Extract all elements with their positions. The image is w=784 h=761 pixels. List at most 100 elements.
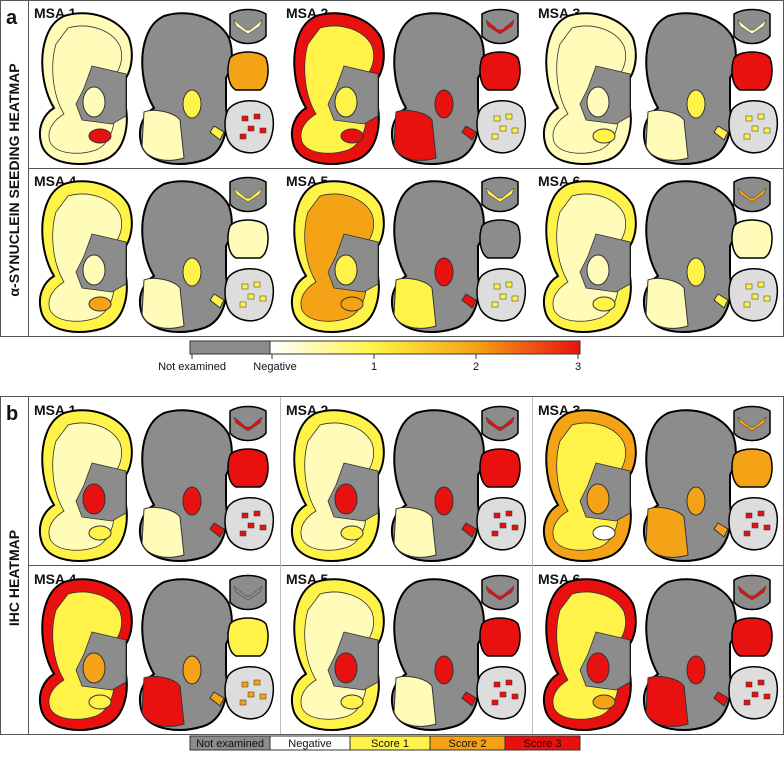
hemisphere [290,180,385,333]
cerebellum-spot [745,115,753,122]
hemisphere [390,12,485,165]
temporal [141,109,185,161]
panel-title: IHC HEATMAP [6,530,22,626]
panel-letter: a [6,7,18,29]
cerebellum-spot [241,681,249,688]
stripe [209,691,225,707]
putamen [686,486,706,516]
cerebellum-spot [253,113,261,120]
cerebellum-spot [493,115,501,122]
colorbar-label: 3 [575,361,581,373]
midbrain [733,405,771,442]
pons [479,51,521,91]
midbrain-stripe [233,416,263,432]
midbrain [733,574,771,611]
cerebellum-spot [511,524,519,531]
case-cell: MSA 6 [538,173,779,333]
midbrain-stripe [737,19,767,35]
midbrain-stripe [485,187,515,203]
stripe [461,125,477,141]
hippocampus [592,525,616,541]
pons [227,448,269,488]
putamen [586,483,610,515]
cerebellum-spot [253,281,261,288]
cerebellum-spot [239,530,247,537]
colorbar-ticks: 1 2 3 [371,354,581,373]
stripe [209,293,225,309]
brainstem [224,405,275,551]
cerebellum-spot [505,510,513,517]
cerebellum-spot [763,524,771,531]
case-cell: MSA 4 [34,571,275,731]
cerebellum-spot [239,133,247,140]
cerebellum-spot [757,113,765,120]
colorbar-swatch [189,340,271,355]
cerebellum-spot [499,293,507,300]
cerebellum-spot [743,133,751,140]
putamen [434,89,454,119]
midbrain-stripe [737,416,767,432]
cerebellum-spot [745,283,753,290]
case-cell: MSA 2 [286,402,527,562]
putamen [686,257,706,287]
hippocampus [88,296,112,312]
colorbar [269,340,581,355]
brainstem [728,8,779,154]
cerebellum-spot [743,699,751,706]
cerebellum-spot [511,693,519,700]
temporal [393,109,437,161]
pons [227,51,269,91]
temporal [393,277,437,329]
stripe [713,293,729,309]
cerebellum-spot [493,512,501,519]
cerebellum-spot [745,512,753,519]
putamen [182,655,202,685]
stripe [713,691,729,707]
cerebellum-spot [763,295,771,302]
colorbar-label: 1 [371,361,377,373]
hemisphere [542,578,637,731]
cerebellum-spot [751,293,759,300]
pons [731,219,773,259]
putamen [686,655,706,685]
midbrain [481,176,519,213]
hemisphere [290,409,385,562]
legend-label: Score 3 [524,738,562,750]
cerebellum-spot [253,679,261,686]
putamen [334,254,358,286]
brainstem [728,574,779,720]
hemisphere [290,12,385,165]
putamen [182,486,202,516]
pons [479,219,521,259]
stripe [209,125,225,141]
legend-label: Negative [288,738,331,750]
stripe [461,522,477,538]
midbrain-stripe [485,585,515,601]
hemisphere [542,12,637,165]
brainstem [476,405,527,551]
putamen [82,86,106,118]
midbrain-stripe [737,585,767,601]
pons [479,617,521,657]
hippocampus [592,296,616,312]
case-cell: MSA 1 [34,5,275,165]
colorbar-label: 2 [473,361,479,373]
cerebellum-spot [751,691,759,698]
putamen [334,86,358,118]
putamen [434,257,454,287]
cerebellum-spot [491,133,499,140]
cerebellum-spot [493,283,501,290]
stripe [209,522,225,538]
cerebellum-spot [259,524,267,531]
hemisphere [138,180,233,333]
hemisphere [642,578,737,731]
putamen [434,486,454,516]
cerebellum-spot [763,693,771,700]
cerebellum-spot [505,679,513,686]
hemisphere [642,12,737,165]
cerebellum-spot [253,510,261,517]
hemisphere [38,578,133,731]
cerebellum-spot [511,295,519,302]
cerebellum-spot [751,125,759,132]
